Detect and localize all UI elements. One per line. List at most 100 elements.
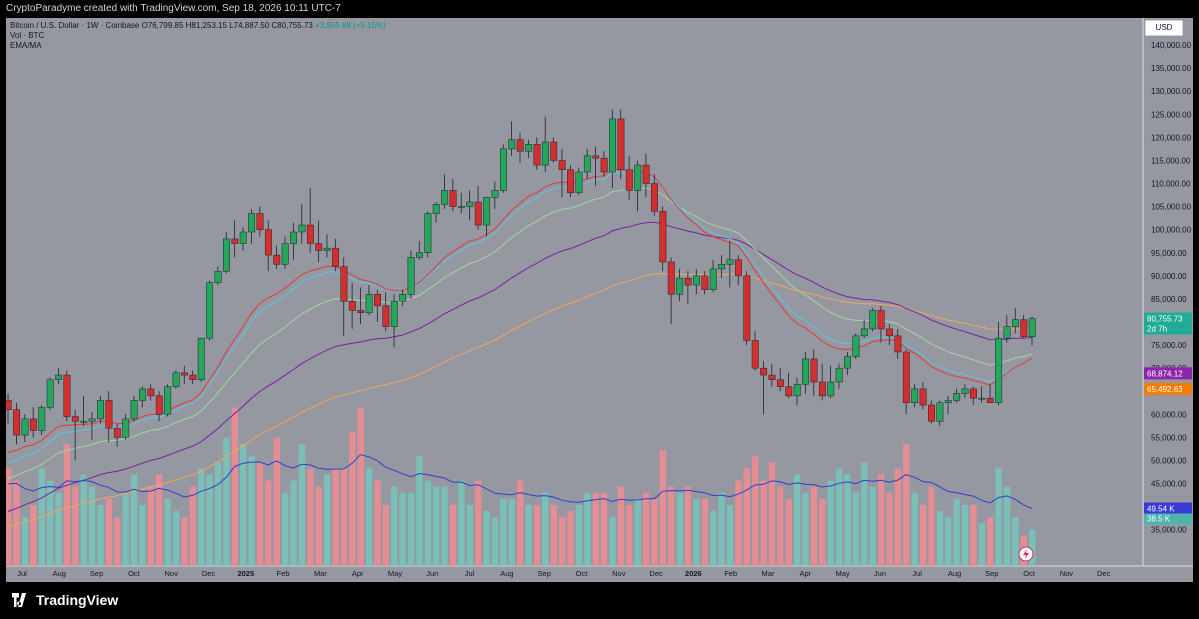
lightning-replay-icon[interactable] [1018, 546, 1034, 562]
price-tick-label: 50,000.00 [1151, 456, 1187, 465]
volume-bar [819, 498, 826, 566]
time-tick-label: Aug [500, 569, 513, 578]
candle-body-down [474, 201, 482, 226]
legend-symbol: Bitcoin / U.S. Dollar · 1W · Coinbase [10, 21, 140, 30]
legend-volume-row[interactable]: Vol · BTC [10, 31, 45, 40]
volume-bar [491, 517, 499, 566]
candle-body-up [365, 294, 373, 314]
candle-body-up [541, 141, 549, 166]
volume-bar [130, 474, 138, 566]
volume-bar [726, 505, 734, 566]
candle-body-down [902, 351, 910, 404]
volume-bar [945, 517, 952, 566]
volume-bar [223, 437, 230, 566]
candle-body-down [449, 190, 457, 207]
candle-body-down [113, 427, 121, 438]
currency-button[interactable]: USD [1145, 20, 1183, 36]
time-tick-label: Apr [352, 569, 364, 578]
candle-body-down [785, 386, 793, 397]
volume-bar [458, 480, 465, 566]
candle-body-up [911, 388, 919, 404]
price-tick-label: 100,000.00 [1151, 226, 1192, 235]
volume-bar [558, 517, 566, 566]
candle-body-up [609, 118, 616, 173]
candle-body-up [214, 270, 222, 284]
candle-body-up [323, 247, 331, 251]
volume-bar [365, 468, 373, 566]
volume-bar [46, 480, 54, 566]
volume-bar [407, 492, 415, 566]
volume-bar [265, 480, 272, 566]
volume-bar [307, 468, 314, 566]
candle-body-down [306, 224, 314, 244]
volume-bar [978, 523, 986, 566]
volume-bar [6, 468, 12, 566]
candle-body-down [29, 418, 37, 431]
candle-body-down [625, 169, 633, 191]
volume-bar [970, 505, 977, 566]
candle-body-down [63, 374, 71, 417]
candle-body-down [558, 160, 566, 170]
chart-canvas[interactable]: 140,000.00 135,000.00 130,000.00 125,000.00… [6, 18, 1193, 582]
volume-bar [642, 492, 650, 566]
volume-bar [21, 517, 29, 566]
price-tick-label: 140,000.00 [1151, 41, 1192, 50]
volume-bar [315, 486, 322, 566]
price-tick-label: 135,000.00 [1151, 64, 1192, 73]
volume-bar [584, 492, 591, 566]
time-tick-label: Oct [576, 569, 589, 578]
volume-bar [592, 492, 599, 566]
tradingview-brand[interactable]: TradingView [10, 592, 118, 608]
volume-bar [609, 517, 616, 566]
volume-bar [441, 486, 448, 566]
volume-bar [1003, 486, 1011, 566]
candle-body-down [13, 409, 21, 436]
time-tick-label: Oct [128, 569, 141, 578]
volume-bar [517, 480, 524, 566]
candle-body-down [969, 388, 977, 399]
candle-body-up [525, 144, 533, 152]
time-tick-label: Dec [202, 569, 216, 578]
candle-body-up [793, 384, 801, 397]
chart-header-bar: CryptoParadyme created with TradingView.… [0, 0, 1199, 18]
legend-ema-row[interactable]: EMA/MA [10, 41, 42, 50]
candle-body-down [6, 400, 12, 410]
price-axis [1143, 18, 1193, 566]
volume-bar [500, 498, 507, 566]
candle-body-up [483, 197, 491, 226]
time-tick-label: Jun [426, 569, 438, 578]
volume-bar [760, 480, 767, 566]
volume-bar [172, 511, 180, 566]
volume-bar [156, 474, 163, 566]
candle-body-down [567, 169, 575, 194]
candle-body-up [583, 155, 591, 173]
time-tick-label: 2025 [237, 569, 254, 578]
volume-bar [323, 474, 331, 566]
candle-body-up [466, 201, 474, 207]
volume-bar [676, 492, 683, 566]
candle-body-down [332, 247, 339, 267]
candle-body-down [919, 388, 927, 406]
candle-body-up [38, 407, 46, 431]
volume-bar [1029, 529, 1036, 566]
candle-body-up [802, 358, 810, 385]
candle-body-up [869, 310, 877, 330]
legend-ohlc: O76,799.85 H81,253.15 L74,887.50 C80,755… [141, 21, 313, 30]
candle-body-down [256, 213, 264, 230]
candle-body-up [441, 190, 449, 205]
time-tick-label: Jul [17, 569, 27, 578]
candle-body-up [961, 388, 969, 394]
candle-body-up [995, 337, 1003, 404]
volume-bar [894, 468, 902, 566]
candle-body-up [80, 420, 88, 423]
candle-body-down [986, 397, 994, 404]
last-price-label-bg [1144, 312, 1192, 335]
time-tick-label: Nov [612, 569, 626, 578]
candle-body-up [130, 400, 138, 420]
legend-symbol-row[interactable]: Bitcoin / U.S. Dollar · 1W · Coinbase O7… [10, 21, 386, 31]
candle-body-down [743, 275, 751, 341]
volume-label: 38.5 K [1147, 515, 1171, 524]
candle-body-up [827, 381, 835, 397]
chart-pane[interactable]: 140,000.00 135,000.00 130,000.00 125,000.00… [6, 18, 1193, 582]
candle-body-down [659, 210, 667, 263]
